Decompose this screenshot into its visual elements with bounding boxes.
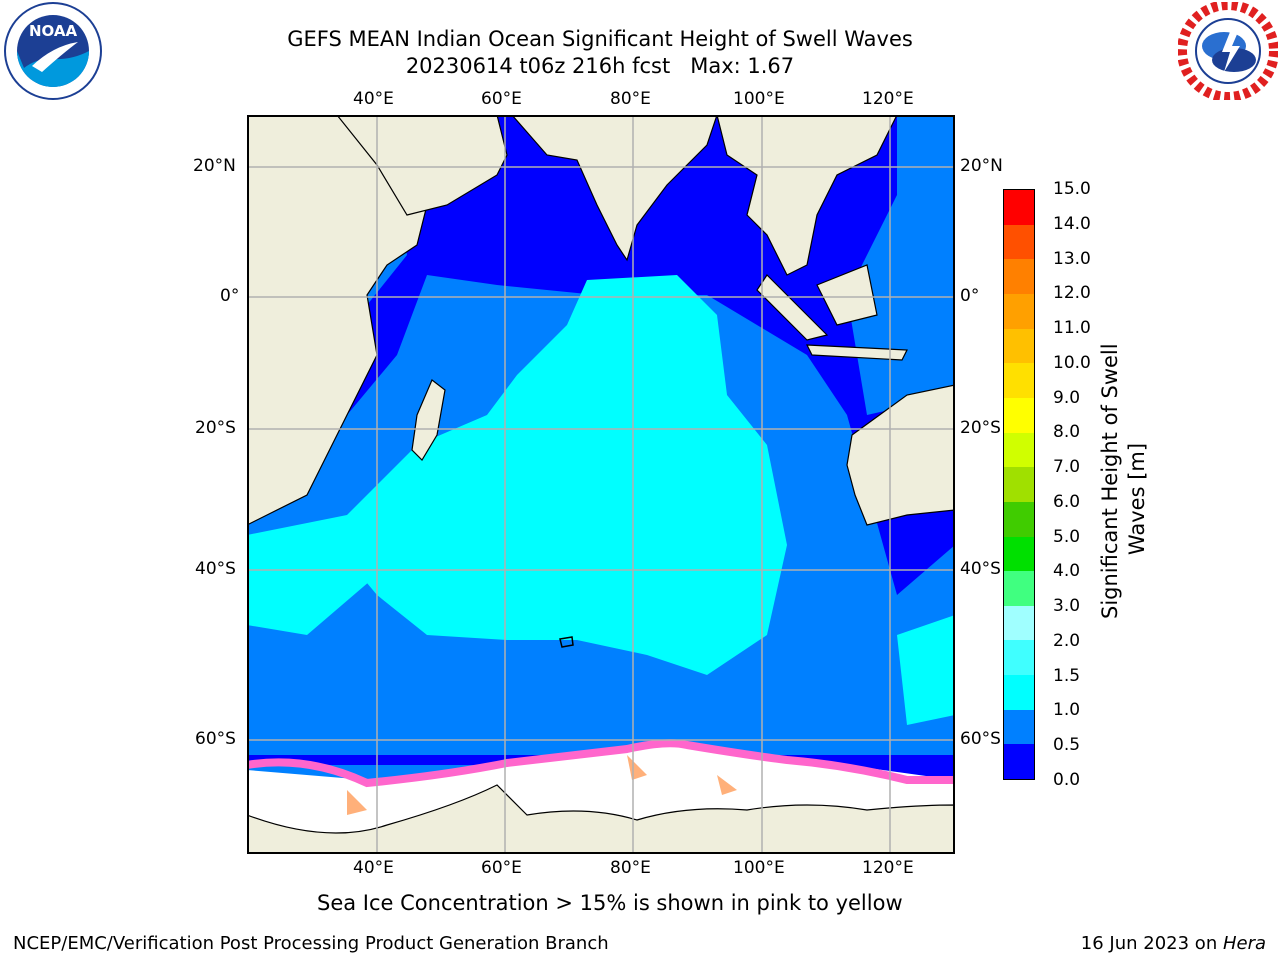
colorbar-label-line1: Significant Height of Swell (1098, 343, 1122, 619)
sea-ice-patches (347, 755, 737, 815)
land-madagascar (411, 379, 446, 461)
colorbar-tick-label: 14.0 (1053, 213, 1091, 234)
land-kerguelen (559, 636, 574, 648)
colorbar-swatch (1004, 536, 1034, 572)
lon-label-bottom-80e: 80°E (610, 858, 651, 878)
colorbar-swatch (1004, 501, 1034, 537)
colorbar-label-line2: Waves [m] (1125, 442, 1149, 556)
colorbar-tick-label: 1.0 (1053, 700, 1081, 721)
colorbar-swatch (1004, 744, 1034, 779)
map-panel (246, 114, 956, 855)
lon-label-bottom-120e: 120°E (862, 858, 914, 878)
land-india (510, 114, 718, 262)
colorbar-label: Significant Height of Swell Waves [m] (1097, 343, 1151, 619)
lat-label-right-40s: 40°S (960, 559, 1001, 579)
high-swell-region-east (897, 615, 955, 725)
colorbar-swatch (1004, 224, 1034, 260)
colorbar-tick-label: 9.0 (1053, 387, 1081, 408)
lon-label-top-120e: 120°E (862, 89, 914, 109)
colorbar-tick-label: 0.0 (1053, 770, 1081, 790)
colorbar-tick-label: 13.0 (1053, 248, 1091, 269)
lat-label-left-20s: 20°S (195, 418, 236, 438)
lon-label-top-100e: 100°E (733, 89, 785, 109)
colorbar-swatch (1004, 640, 1034, 676)
colorbar-swatch (1004, 709, 1034, 745)
colorbar-tick-label: 0.5 (1053, 735, 1081, 756)
grid-lines (247, 115, 955, 854)
lon-label-top-60e: 60°E (481, 89, 522, 109)
footer-left: NCEP/EMC/Verification Post Processing Pr… (13, 933, 609, 954)
colorbar (1003, 189, 1035, 780)
lat-label-right-20n: 20°N (960, 156, 1003, 176)
colorbar-tick-label: 1.5 (1053, 665, 1081, 686)
colorbar-tick-label: 11.0 (1053, 318, 1091, 339)
colorbar-swatch (1004, 294, 1034, 329)
lat-label-left-40s: 40°S (195, 559, 236, 579)
colorbar-swatch (1004, 259, 1034, 295)
chart-title: GEFS MEAN Indian Ocean Significant Heigh… (287, 27, 913, 51)
colorbar-swatch (1004, 328, 1034, 364)
colorbar-ticks: 0.0 0.5 1.0 1.5 2.0 3.0 4.0 5.0 6.0 7.0 8.0 9.0 10.0… (1043, 179, 1103, 790)
colorbar-tick-label: 8.0 (1053, 422, 1081, 443)
colorbar-tick-label: 2.0 (1053, 630, 1081, 651)
land-sumatra (756, 274, 829, 341)
lon-label-top-80e: 80°E (610, 89, 651, 109)
footer-host: Hera (1222, 933, 1266, 954)
footer-date: 16 Jun 2023 on (1080, 933, 1223, 954)
colorbar-swatch (1004, 363, 1034, 398)
chart-subtitle: 20230614 t06z 216h fcst Max: 1.67 (405, 54, 795, 78)
colorbar-tick-label: 5.0 (1053, 526, 1081, 547)
colorbar-swatch (1004, 571, 1034, 606)
sea-ice-note: Sea Ice Concentration > 15% is shown in … (317, 891, 903, 915)
colorbar-swatch (1004, 432, 1034, 468)
nws-logo-icon (1177, 0, 1279, 102)
colorbar-swatch (1004, 605, 1034, 641)
lat-label-right-20s: 20°S (960, 418, 1001, 438)
colorbar-swatch (1004, 190, 1034, 225)
colorbar-swatch (1004, 397, 1034, 433)
high-swell-region (327, 275, 787, 675)
colorbar-tick-label: 4.0 (1053, 561, 1081, 582)
lat-label-left-20n: 20°N (193, 156, 236, 176)
lat-label-left-0: 0° (220, 286, 240, 306)
footer-right: 16 Jun 2023 on Hera (1081, 933, 1266, 954)
noaa-logo-icon: NOAA (2, 2, 104, 100)
lat-label-right-0: 0° (960, 286, 980, 306)
colorbar-tick-label: 6.0 (1053, 491, 1081, 512)
map-frame (247, 115, 955, 854)
lon-label-top-40e: 40°E (353, 89, 394, 109)
colorbar-tick-label: 15.0 (1053, 179, 1091, 199)
colorbar-swatch (1004, 467, 1034, 502)
map-svg (246, 114, 956, 855)
land-borneo (816, 264, 878, 326)
high-swell-region-west (247, 515, 377, 635)
noaa-logo-text: NOAA (28, 22, 78, 40)
colorbar-swatch (1004, 675, 1034, 710)
colorbar-tick-label: 7.0 (1053, 457, 1081, 478)
lat-label-right-60s: 60°S (960, 729, 1001, 749)
land-australia (846, 384, 956, 526)
colorbar-tick-label: 3.0 (1053, 596, 1081, 617)
colorbar-tick-label: 12.0 (1053, 283, 1091, 304)
sea-ice-edge (246, 739, 955, 788)
lat-label-left-60s: 60°S (195, 729, 236, 749)
land-arabia (335, 114, 508, 216)
lon-label-bottom-100e: 100°E (733, 858, 785, 878)
land-antarctica (246, 784, 956, 855)
lon-label-bottom-40e: 40°E (353, 858, 394, 878)
land-java (806, 344, 908, 361)
colorbar-tick-label: 10.0 (1053, 352, 1091, 373)
lon-label-bottom-60e: 60°E (481, 858, 522, 878)
